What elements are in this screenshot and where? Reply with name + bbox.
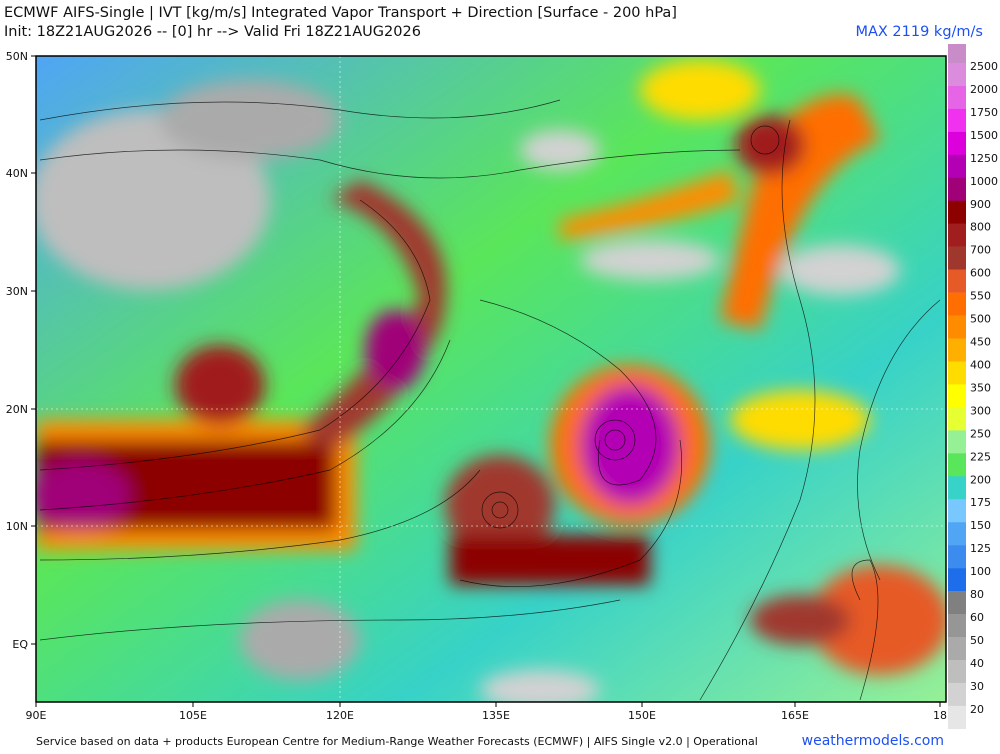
- colorbar-segment: [948, 453, 966, 477]
- lon-label: 18: [933, 709, 947, 722]
- colorbar-top: [948, 44, 966, 63]
- colorbar-segment: [948, 614, 966, 638]
- colorbar-label: 30: [970, 680, 984, 693]
- colorbar-segment: [948, 522, 966, 546]
- colorbar-segment: [948, 63, 966, 87]
- colorbar-segment: [948, 705, 966, 730]
- lat-label: 40N: [6, 167, 28, 180]
- colorbar-segment: [948, 430, 966, 454]
- ivt-map: [36, 56, 946, 702]
- colorbar-label: 175: [970, 496, 991, 509]
- lon-label: 135E: [482, 709, 510, 722]
- colorbar-segment: [948, 246, 966, 270]
- colorbar-label: 1750: [970, 106, 998, 119]
- lat-label: 20N: [6, 403, 28, 416]
- lat-label: 50N: [6, 50, 28, 63]
- colorbar-label: 50: [970, 634, 984, 647]
- lat-label: EQ: [12, 638, 28, 651]
- init-line: Init: 18Z21AUG2026 -- [0] hr --> Valid F…: [4, 24, 421, 40]
- lon-label: 150E: [628, 709, 656, 722]
- colorbar-segment: [948, 200, 966, 224]
- colorbar-label: 350: [970, 381, 991, 394]
- colorbar-segment: [948, 177, 966, 201]
- colorbar-segment: [948, 85, 966, 110]
- colorbar-label: 150: [970, 519, 991, 532]
- lon-labels: 90E 105E 120E 135E 150E 165E 18: [26, 702, 947, 722]
- lat-label: 30N: [6, 285, 28, 298]
- colorbar-segment: [948, 545, 966, 569]
- colorbar-label: 80: [970, 588, 984, 601]
- colorbar-label: 40: [970, 657, 984, 670]
- colorbar-label: 2000: [970, 83, 998, 96]
- colorbar-label: 20: [970, 703, 984, 716]
- colorbar-label: 400: [970, 358, 991, 371]
- colorbar-label: 1500: [970, 129, 998, 142]
- colorbar-segment: [948, 154, 966, 179]
- map-frame: [35, 55, 947, 703]
- colorbar: 2500 2000 1750 1500 1250 1000 900 800 700 600 550 5…: [948, 60, 998, 730]
- colorbar-label: 225: [970, 450, 991, 463]
- lon-label: 90E: [26, 709, 47, 722]
- colorbar-segment: [948, 682, 966, 707]
- lat-label: 10N: [6, 520, 28, 533]
- footer-brand: weathermodels.com: [802, 733, 944, 749]
- colorbar-label: 900: [970, 198, 991, 211]
- colorbar-label: 1250: [970, 152, 998, 165]
- colorbar-label: 450: [970, 336, 991, 349]
- colorbar-segment: [948, 568, 966, 592]
- colorbar-segment: [948, 131, 966, 156]
- colorbar-label: 125: [970, 542, 991, 555]
- colorbar-label: 550: [970, 290, 991, 303]
- colorbar-segment: [948, 338, 966, 362]
- lon-label: 165E: [781, 709, 809, 722]
- max-value: MAX 2119 kg/m/s: [855, 24, 983, 40]
- colorbar-label: 800: [970, 221, 991, 234]
- colorbar-segment: [948, 292, 966, 316]
- colorbar-label: 60: [970, 611, 984, 624]
- colorbar-segment: [948, 407, 966, 431]
- colorbar-segment: [948, 637, 966, 661]
- lon-label: 120E: [326, 709, 354, 722]
- colorbar-segment: [948, 223, 966, 247]
- colorbar-segment: [948, 591, 966, 615]
- colorbar-segment: [948, 499, 966, 523]
- colorbar-segment: [948, 108, 966, 133]
- lon-label: 105E: [179, 709, 207, 722]
- colorbar-label: 600: [970, 267, 991, 280]
- colorbar-segment: [948, 269, 966, 293]
- colorbar-segment: [948, 361, 966, 385]
- title: ECMWF AIFS-Single | IVT [kg/m/s] Integra…: [4, 5, 677, 21]
- colorbar-segment: [948, 476, 966, 500]
- colorbar-label: 2500: [970, 60, 998, 73]
- footer-credit: Service based on data + products Europea…: [36, 735, 758, 748]
- colorbar-label: 700: [970, 244, 991, 257]
- colorbar-segment: [948, 659, 966, 684]
- colorbar-label: 1000: [970, 175, 998, 188]
- colorbar-label: 300: [970, 404, 991, 417]
- colorbar-segment: [948, 315, 966, 339]
- colorbar-segment: [948, 384, 966, 408]
- colorbar-label: 250: [970, 427, 991, 440]
- lat-labels: 50N 40N 30N 20N 10N EQ: [6, 50, 36, 651]
- colorbar-label: 100: [970, 565, 991, 578]
- colorbar-label: 500: [970, 313, 991, 326]
- colorbar-label: 200: [970, 473, 991, 486]
